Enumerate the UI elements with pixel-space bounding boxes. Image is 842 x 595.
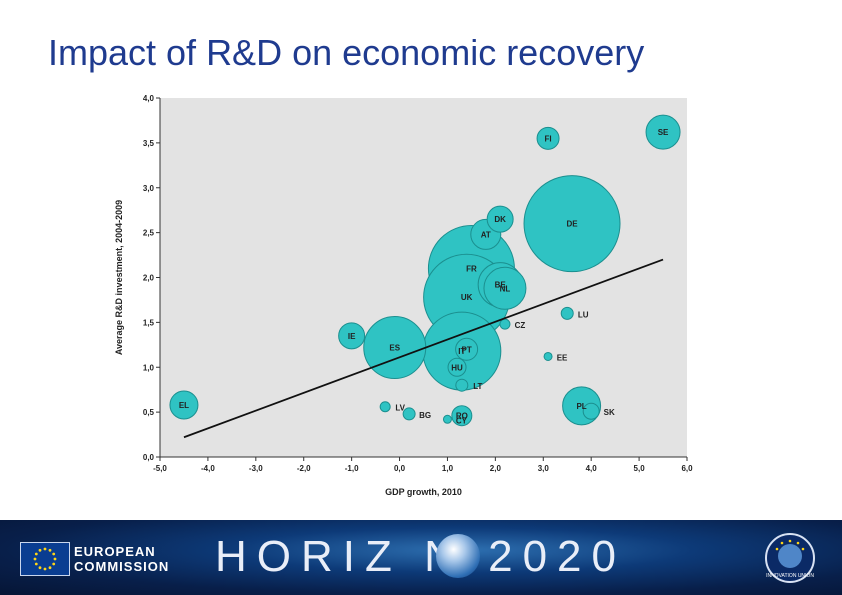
bubble-el bbox=[169, 390, 199, 420]
y-tick-label: 0,5 bbox=[143, 408, 155, 417]
bubble-label-bg: BG bbox=[419, 411, 431, 420]
bubble-label-nl: NL bbox=[500, 284, 511, 293]
chart-svg: 0,0 0,5 1,0 1,5 2,0 2,5 3,0 3,5 4,0 -5,0 -4,0 -3,0 -… bbox=[114, 94, 693, 497]
y-tick-label: 0,0 bbox=[143, 453, 155, 462]
badge-text: INNOVATION UNION bbox=[766, 573, 814, 579]
bubble-ro bbox=[451, 405, 473, 427]
bubble-sk bbox=[582, 402, 600, 420]
x-tick-label: -2,0 bbox=[297, 464, 311, 473]
european-commission-logo-text: EUROPEAN COMMISSION bbox=[74, 544, 169, 574]
x-tick-label: 5,0 bbox=[634, 464, 646, 473]
bubble-ee bbox=[543, 351, 553, 361]
y-tick-label: 1,0 bbox=[143, 363, 155, 372]
bubble-lv bbox=[379, 401, 391, 413]
bubble-pt bbox=[455, 337, 479, 361]
bubble-label-el: EL bbox=[179, 401, 189, 410]
bubble-label-fi: FI bbox=[545, 134, 552, 143]
bubble-label-at: AT bbox=[481, 230, 491, 239]
x-tick-label: -3,0 bbox=[249, 464, 263, 473]
y-tick-label: 3,5 bbox=[143, 139, 155, 148]
bubble-chart: 0,0 0,5 1,0 1,5 2,0 2,5 3,0 3,5 4,0 -5,0 -4,0 -3,0 -… bbox=[100, 80, 710, 520]
org-line-2: COMMISSION bbox=[74, 559, 170, 574]
bubble-label-es: ES bbox=[389, 344, 400, 353]
bubble-dk bbox=[486, 205, 514, 233]
bubble-label-de: DE bbox=[566, 220, 578, 229]
bubble-se bbox=[645, 114, 681, 150]
bubble-label-pt: PT bbox=[462, 345, 472, 354]
x-tick-label: -4,0 bbox=[201, 464, 215, 473]
y-tick-label: 2,0 bbox=[143, 274, 155, 283]
trend-line bbox=[183, 258, 664, 439]
bubble-fi bbox=[536, 126, 560, 150]
innovation-union-badge-icon: INNOVATION UNION bbox=[764, 532, 816, 584]
bubble-ie bbox=[338, 322, 366, 350]
x-tick-label: 3,0 bbox=[538, 464, 550, 473]
x-tick-label: 2,0 bbox=[490, 464, 502, 473]
x-tick-label: -5,0 bbox=[153, 464, 167, 473]
bubble-de bbox=[523, 175, 621, 273]
x-tick-label: 0,0 bbox=[394, 464, 406, 473]
globe-icon bbox=[436, 534, 480, 578]
bubble-lt bbox=[455, 378, 469, 392]
bubble-cy bbox=[442, 414, 452, 424]
bubble-bg bbox=[402, 407, 416, 421]
x-tick-label: 6,0 bbox=[681, 464, 693, 473]
bubble-label-cz: CZ bbox=[515, 321, 526, 330]
plot-area bbox=[160, 98, 687, 457]
horizon-2020-logo-text: HORIZ N 2020 bbox=[215, 532, 626, 581]
bubble-label-ie: IE bbox=[348, 332, 356, 341]
x-axis-title: GDP growth, 2010 bbox=[385, 487, 462, 497]
x-tick-label: 4,0 bbox=[586, 464, 598, 473]
footer-banner: EUROPEAN COMMISSION HORIZ N 2020 INNOVAT… bbox=[0, 520, 842, 595]
bubble-label-it: IT bbox=[458, 347, 465, 356]
bubble-label-ee: EE bbox=[557, 353, 568, 362]
bubble-cz bbox=[499, 318, 511, 330]
org-line-1: EUROPEAN bbox=[74, 544, 156, 559]
x-tick-label: 1,0 bbox=[442, 464, 454, 473]
bubble-nl bbox=[483, 266, 527, 310]
bubble-label-ro: RO bbox=[456, 412, 468, 421]
x-tick-label: -1,0 bbox=[345, 464, 359, 473]
bubble-label-sk: SK bbox=[604, 408, 615, 417]
bubble-label-lt: LT bbox=[473, 382, 482, 391]
bubble-label-cy: CY bbox=[456, 416, 468, 425]
y-axis-title: Average R&D investment, 2004-2009 bbox=[114, 200, 124, 355]
y-tick-label: 1,5 bbox=[143, 318, 155, 327]
bubble-lu bbox=[560, 306, 574, 320]
y-tick-label: 4,0 bbox=[143, 94, 155, 103]
bubble-label-pl: PL bbox=[576, 402, 586, 411]
y-tick-label: 2,5 bbox=[143, 229, 155, 238]
y-tick-label: 3,0 bbox=[143, 184, 155, 193]
bubble-label-dk: DK bbox=[494, 215, 506, 224]
bubble-label-hu: HU bbox=[451, 363, 463, 372]
bubble-label-se: SE bbox=[658, 128, 669, 137]
bubble-hu bbox=[447, 357, 467, 377]
slide-title: Impact of R&D on economic recovery bbox=[48, 32, 645, 73]
bubble-label-lv: LV bbox=[395, 404, 405, 413]
bubble-label-uk: UK bbox=[461, 293, 473, 302]
bubble-label-be: BE bbox=[495, 281, 507, 290]
bubble-label-fr: FR bbox=[466, 265, 477, 274]
bubble-label-lu: LU bbox=[578, 310, 589, 319]
eu-flag-icon bbox=[20, 542, 70, 576]
